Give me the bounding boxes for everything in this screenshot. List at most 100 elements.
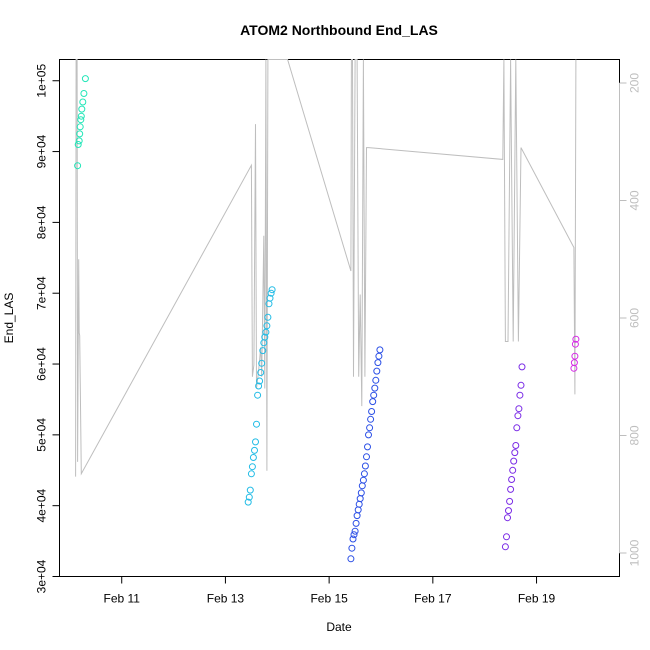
data-point [571, 340, 579, 348]
y-tick-label: 4e+04 [35, 489, 49, 523]
data-point [256, 377, 264, 385]
data-point [515, 405, 523, 413]
data-point [505, 507, 512, 515]
data-point [353, 512, 361, 520]
y-tick-label: 5e+04 [35, 418, 49, 452]
data-point [359, 476, 367, 484]
data-point [358, 482, 366, 490]
data-point [255, 382, 263, 390]
points-group [74, 75, 580, 563]
data-point [347, 555, 355, 563]
data-point [375, 352, 383, 360]
data-point [354, 506, 362, 514]
data-point [259, 347, 267, 355]
x-tick-label: Feb 19 [518, 592, 556, 606]
y2-tick-label: 200 [628, 73, 642, 93]
data-point [74, 141, 82, 148]
y-tick-label: 7e+04 [35, 276, 49, 310]
data-point [245, 493, 253, 501]
x-axis-label: Date [326, 620, 352, 634]
data-point [247, 470, 255, 478]
y2-tick-label: 800 [628, 425, 642, 445]
data-point [267, 289, 275, 297]
data-point [350, 531, 358, 539]
data-point [262, 328, 270, 336]
data-point [508, 476, 516, 483]
data-point [370, 391, 378, 399]
y-tick-label: 6e+04 [35, 347, 49, 381]
data-point [366, 424, 374, 432]
data-point [76, 123, 84, 131]
data-point [514, 412, 522, 420]
data-point [510, 457, 518, 465]
data-point [513, 424, 521, 432]
y-tick-label: 9e+04 [35, 134, 49, 168]
data-point [373, 367, 381, 375]
data-point [257, 369, 265, 376]
plot-border [59, 59, 620, 577]
data-point [571, 352, 579, 360]
x-axis: Feb 11 Feb 13 Feb 15 Feb 17 Feb 19 [103, 576, 556, 606]
data-point [80, 90, 88, 97]
data-point [367, 415, 375, 423]
data-point [506, 497, 514, 505]
y2-axis: 200 400 600 800 1000 [619, 73, 642, 566]
data-point [258, 359, 266, 367]
data-point [361, 462, 369, 470]
data-point [356, 495, 364, 503]
data-point [511, 449, 519, 457]
data-point [264, 313, 272, 321]
data-point [76, 130, 84, 138]
x-tick-label: Feb 11 [103, 592, 140, 606]
data-point [504, 514, 511, 522]
data-point [371, 384, 379, 392]
data-point [509, 466, 517, 474]
data-point [79, 98, 87, 106]
data-point [363, 453, 370, 461]
data-point [249, 454, 257, 461]
data-point [355, 500, 363, 508]
data-point [570, 364, 578, 372]
data-point [352, 519, 360, 527]
secondary-line [75, 59, 577, 477]
data-point [248, 463, 256, 471]
data-point [263, 322, 271, 330]
data-point [357, 489, 365, 497]
data-point [374, 359, 382, 367]
data-point [77, 112, 85, 120]
y2-tick-label: 400 [628, 190, 642, 210]
data-point [572, 335, 580, 343]
data-point [74, 162, 82, 170]
data-point [512, 442, 520, 449]
data-point [518, 363, 526, 371]
data-point [501, 543, 509, 551]
data-point [266, 294, 274, 302]
data-point [376, 346, 384, 354]
data-point [372, 376, 380, 384]
data-point [261, 333, 269, 341]
data-point [507, 485, 515, 493]
data-point [253, 420, 260, 428]
secondary-line-group [75, 59, 577, 477]
data-point [246, 486, 254, 494]
data-point [503, 533, 510, 541]
data-point [268, 286, 276, 294]
data-point [369, 398, 377, 406]
data-point [349, 535, 357, 543]
y-axis-label: End_LAS [2, 293, 16, 344]
data-point [348, 544, 356, 552]
chart-title: ATOM2 Northbound End_LAS [240, 22, 438, 38]
data-point [516, 391, 524, 399]
y2-tick-label: 600 [628, 308, 642, 328]
y-tick-label: 1e+05 [35, 64, 49, 98]
y-axis: 3e+04 4e+04 5e+04 6e+04 7e+04 8e+04 9e+04 1e+05 [35, 64, 60, 593]
data-point [254, 391, 262, 399]
data-point [360, 470, 368, 478]
data-point [260, 339, 268, 347]
data-point [365, 431, 372, 439]
y2-tick-label: 1000 [628, 539, 642, 566]
data-point [351, 527, 359, 535]
data-point [364, 443, 371, 451]
data-point [78, 105, 86, 113]
